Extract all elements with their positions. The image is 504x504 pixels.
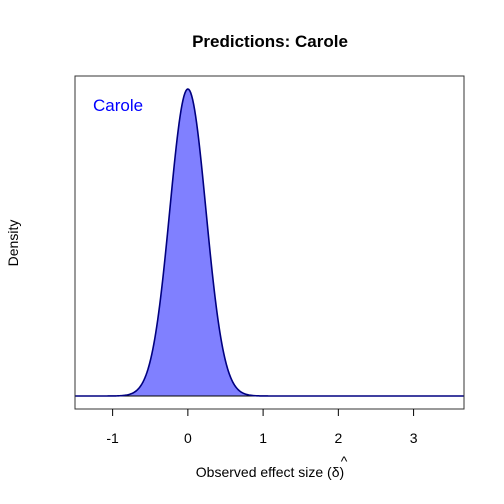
y-axis-label: Density (5, 220, 21, 267)
x-tick-label: 0 (184, 430, 192, 446)
plot-area (75, 88, 464, 397)
x-axis: -1 0 1 2 3 (106, 409, 418, 446)
x-axis-label-hat: ^ (341, 453, 348, 469)
series-label-carole: Carole (93, 96, 143, 115)
x-tick-label: 2 (334, 430, 342, 446)
x-tick-label: 3 (410, 430, 418, 446)
density-curve (75, 88, 464, 397)
x-axis-label: Observed effect size (δ) (196, 464, 344, 480)
density-area (75, 89, 464, 396)
chart-title: Predictions: Carole (192, 32, 348, 51)
x-tick-label: 1 (259, 430, 267, 446)
plot-frame (74, 75, 465, 410)
x-tick-label: -1 (106, 430, 119, 446)
